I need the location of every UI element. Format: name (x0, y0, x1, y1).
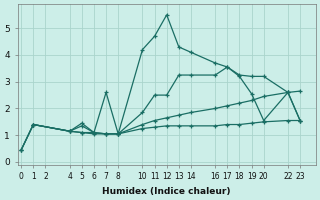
X-axis label: Humidex (Indice chaleur): Humidex (Indice chaleur) (102, 187, 231, 196)
